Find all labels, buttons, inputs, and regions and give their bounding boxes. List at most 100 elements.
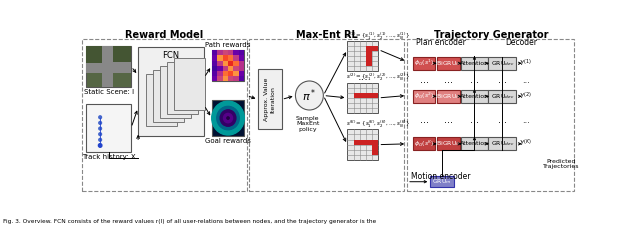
Bar <box>86 45 131 88</box>
Bar <box>234 66 239 71</box>
Bar <box>228 71 234 76</box>
Text: ...: ... <box>444 115 452 126</box>
Text: Trajectory Generator: Trajectory Generator <box>433 30 548 40</box>
Text: Motion encoder: Motion encoder <box>412 172 471 181</box>
Circle shape <box>99 138 102 141</box>
Bar <box>212 76 217 81</box>
Text: Track history: X: Track history: X <box>82 154 136 160</box>
Text: ...: ... <box>498 115 507 126</box>
Bar <box>81 39 246 191</box>
Bar <box>366 56 372 61</box>
Bar <box>239 50 244 56</box>
Bar <box>212 50 244 81</box>
Bar <box>239 56 244 61</box>
Bar <box>461 90 488 103</box>
Bar <box>461 137 488 150</box>
Circle shape <box>221 110 236 126</box>
Text: ...: ... <box>498 75 507 85</box>
Circle shape <box>99 116 102 119</box>
Circle shape <box>99 133 102 136</box>
Text: Plan encoder: Plan encoder <box>416 38 466 47</box>
Bar <box>430 176 454 187</box>
Bar <box>436 90 460 103</box>
Bar <box>413 57 435 70</box>
Circle shape <box>221 111 235 125</box>
Circle shape <box>213 102 243 134</box>
Bar <box>366 93 372 98</box>
Bar <box>372 145 378 150</box>
Bar <box>86 45 102 63</box>
Bar <box>102 45 113 88</box>
Text: BiGRU$_G$: BiGRU$_G$ <box>436 140 461 148</box>
Circle shape <box>227 117 228 119</box>
Text: GRU$_{dec}$: GRU$_{dec}$ <box>491 92 514 101</box>
Bar <box>461 57 488 70</box>
Text: $Y^{(1)}$: $Y^{(1)}$ <box>519 58 532 69</box>
Bar <box>217 66 223 71</box>
Text: Attention: Attention <box>460 94 489 99</box>
Bar <box>174 58 205 110</box>
Bar <box>366 140 372 145</box>
Circle shape <box>226 116 230 120</box>
Bar <box>138 47 204 136</box>
Bar <box>223 76 228 81</box>
Bar <box>113 45 131 62</box>
Circle shape <box>218 108 237 128</box>
Bar <box>223 56 228 61</box>
Bar <box>436 137 460 150</box>
Bar <box>366 46 372 51</box>
Text: $s^{(K)}=\{s_1^{(K)},s_2^{(K)},\ldots,s_N^{(K)}\}$: $s^{(K)}=\{s_1^{(K)},s_2^{(K)},\ldots,s_… <box>346 119 410 130</box>
Circle shape <box>216 105 241 131</box>
Bar <box>217 71 223 76</box>
Text: Attention: Attention <box>460 141 489 146</box>
Text: Sample
MaxEnt
policy: Sample MaxEnt policy <box>296 116 319 132</box>
Bar <box>217 76 223 81</box>
Bar <box>228 50 234 56</box>
Bar <box>212 71 217 76</box>
Bar <box>372 140 378 145</box>
Circle shape <box>212 101 244 135</box>
Bar <box>413 137 435 150</box>
Text: $\phi_G(s^K)$: $\phi_G(s^K)$ <box>414 139 435 149</box>
Bar <box>86 62 131 73</box>
Text: Decoder: Decoder <box>506 38 538 47</box>
Bar <box>353 140 360 145</box>
Text: Predicted
Trajectories: Predicted Trajectories <box>543 159 580 169</box>
Bar <box>353 93 360 98</box>
Bar <box>407 39 575 191</box>
Bar <box>348 83 378 113</box>
Bar <box>223 61 228 66</box>
Bar <box>366 61 372 66</box>
Text: $Y^{(2)}$: $Y^{(2)}$ <box>519 91 532 102</box>
Circle shape <box>225 115 232 122</box>
Text: GRU$_{dec}$: GRU$_{dec}$ <box>491 59 514 68</box>
Text: Max-Ent RL: Max-Ent RL <box>296 30 357 40</box>
Bar <box>372 150 378 155</box>
Circle shape <box>224 114 232 122</box>
Bar <box>249 39 404 191</box>
Bar <box>348 129 378 160</box>
Bar <box>228 56 234 61</box>
Text: Attention: Attention <box>460 61 489 66</box>
Circle shape <box>214 104 242 133</box>
Bar <box>228 66 234 71</box>
Circle shape <box>218 107 239 129</box>
Text: Approx. Value
Iteration: Approx. Value Iteration <box>264 78 275 121</box>
Bar <box>348 41 378 71</box>
Circle shape <box>220 109 236 127</box>
Bar <box>160 66 191 118</box>
Bar <box>146 74 177 126</box>
Circle shape <box>212 102 244 134</box>
Bar <box>217 56 223 61</box>
Bar <box>86 104 131 152</box>
Bar <box>259 69 282 129</box>
Circle shape <box>214 104 241 132</box>
Bar <box>234 71 239 76</box>
Circle shape <box>225 115 231 121</box>
Bar <box>223 71 228 76</box>
Circle shape <box>296 81 323 110</box>
Text: Reward Model: Reward Model <box>125 30 203 40</box>
Bar <box>217 50 223 56</box>
Circle shape <box>99 122 102 124</box>
Bar <box>228 61 234 66</box>
